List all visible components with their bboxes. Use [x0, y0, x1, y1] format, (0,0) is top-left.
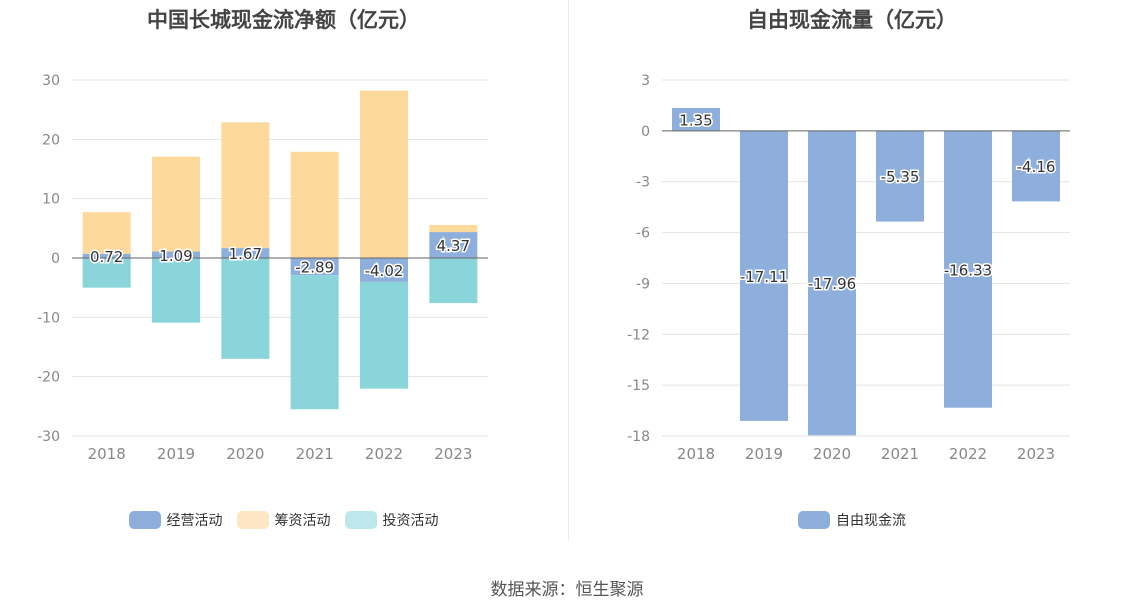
x-tick-label: 2022	[949, 445, 987, 463]
bar	[221, 258, 270, 359]
y-tick-label: 0	[51, 251, 60, 267]
panel-divider	[568, 0, 569, 540]
y-tick-label: 10	[42, 192, 60, 208]
chart-legend: 自由现金流	[570, 510, 1134, 530]
y-tick-label: -3	[636, 175, 650, 191]
data-label: -4.02	[365, 262, 404, 280]
bar	[82, 212, 131, 254]
data-label: 1.35	[679, 111, 712, 129]
bar	[429, 224, 478, 233]
bar	[360, 281, 408, 389]
bar	[876, 130, 924, 222]
data-label: -17.11	[740, 268, 788, 286]
x-tick-label: 2020	[226, 445, 264, 463]
data-label: -16.33	[944, 261, 992, 279]
x-tick-label: 2022	[365, 445, 403, 463]
legend-item[interactable]: 筹资活动	[236, 510, 331, 530]
legend-label: 投资活动	[382, 513, 439, 529]
y-tick-label: 30	[42, 73, 60, 89]
legend-swatch	[236, 511, 269, 529]
x-tick-label: 2021	[881, 445, 919, 463]
data-label: 4.37	[437, 237, 470, 255]
data-label: -4.16	[1017, 158, 1056, 176]
y-tick-label: -9	[636, 276, 650, 292]
x-tick-label: 2018	[88, 445, 126, 463]
bar	[429, 258, 478, 304]
bar	[290, 258, 339, 276]
chart-legend: 经营活动 筹资活动 投资活动	[0, 510, 567, 530]
data-label: 1.09	[159, 247, 192, 265]
x-tick-label: 2023	[434, 445, 472, 463]
bar	[360, 90, 408, 259]
y-tick-label: -6	[636, 226, 650, 242]
data-label: -2.89	[295, 259, 334, 277]
bar	[221, 122, 270, 249]
x-tick-label: 2019	[157, 445, 195, 463]
y-tick-label: -12	[627, 327, 650, 343]
legend-item[interactable]: 经营活动	[128, 510, 223, 530]
y-tick-label: 3	[641, 73, 650, 89]
bar	[360, 258, 408, 282]
bar	[672, 107, 720, 131]
legend-item[interactable]: 投资活动	[344, 510, 439, 530]
legend-swatch	[344, 511, 377, 529]
data-label: 0.72	[90, 248, 123, 266]
bar	[152, 251, 200, 258]
bar	[221, 248, 270, 258]
chart-title: 中国长城现金流净额（亿元）	[147, 8, 420, 32]
legend-swatch	[128, 511, 161, 529]
data-label: -17.96	[808, 275, 856, 293]
y-tick-label: 0	[641, 124, 650, 140]
legend-label: 经营活动	[166, 513, 223, 529]
chart-plot: 3 0 -3 -6 -9 -12 -15 -18 1.35 -17.11 -17.96 -5.35 -1…	[627, 73, 1070, 463]
bar	[152, 258, 200, 323]
bar	[740, 130, 788, 421]
data-label: -5.35	[881, 168, 920, 186]
legend-label: 筹资活动	[274, 513, 331, 529]
x-tick-label: 2021	[296, 445, 334, 463]
y-tick-label: -18	[627, 429, 650, 445]
chart-title: 自由现金流量（亿元）	[747, 8, 957, 32]
bar	[808, 130, 856, 436]
chart-panel-cashflow: 中国长城现金流净额（亿元） 30 20 10 0 -10 -20 -30 0.72 1.09 1.…	[0, 0, 567, 560]
legend-swatch	[798, 511, 830, 529]
x-tick-label: 2019	[745, 445, 783, 463]
bar	[82, 258, 131, 288]
bar	[82, 253, 131, 258]
bar	[944, 130, 992, 408]
x-tick-label: 2023	[1017, 445, 1055, 463]
bar	[290, 275, 339, 410]
bar	[152, 156, 200, 252]
data-label: 1.67	[229, 245, 262, 263]
y-tick-label: -20	[37, 370, 60, 386]
bar	[290, 151, 339, 258]
data-source-note: 数据来源：恒生聚源	[490, 580, 644, 600]
legend-label: 自由现金流	[836, 513, 906, 529]
y-tick-label: -10	[37, 310, 60, 326]
x-tick-label: 2018	[677, 445, 715, 463]
bar	[429, 232, 478, 258]
y-tick-label: -30	[37, 429, 60, 445]
x-tick-label: 2020	[813, 445, 851, 463]
chart-panel-free-cashflow: 自由现金流量（亿元） 3 0 -3 -6 -9 -12 -15 -18 1.35 -17.11 -1…	[570, 0, 1134, 560]
y-tick-label: -15	[627, 378, 650, 394]
legend-item[interactable]: 自由现金流	[798, 510, 906, 530]
bar	[1012, 130, 1060, 202]
chart-plot: 30 20 10 0 -10 -20 -30 0.72 1.09 1.67 -2.89 -4.02 4.…	[37, 73, 488, 463]
y-tick-label: 20	[42, 132, 60, 148]
